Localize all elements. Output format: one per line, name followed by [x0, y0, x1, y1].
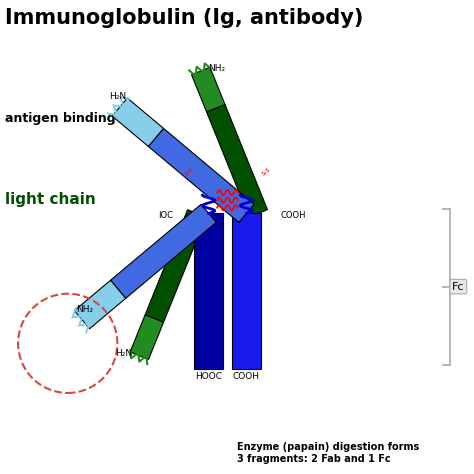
Polygon shape: [145, 210, 206, 322]
Text: NH₂: NH₂: [76, 305, 93, 314]
Bar: [232, 213, 261, 369]
Polygon shape: [112, 98, 164, 146]
Text: COOH: COOH: [281, 211, 307, 220]
Text: HOOC: HOOC: [195, 372, 222, 381]
Polygon shape: [130, 315, 164, 359]
Text: Fc: Fc: [452, 282, 465, 292]
Text: IOC: IOC: [159, 211, 173, 220]
Text: COOH: COOH: [233, 372, 260, 381]
Polygon shape: [191, 67, 225, 112]
Polygon shape: [110, 204, 216, 298]
Text: H₂N: H₂N: [115, 349, 132, 358]
Text: NH₂: NH₂: [208, 64, 225, 73]
Text: Immunoglobulin (Ig, antibody): Immunoglobulin (Ig, antibody): [5, 8, 364, 28]
Text: s-s: s-s: [183, 166, 194, 176]
Text: antigen binding site: antigen binding site: [5, 112, 146, 125]
Polygon shape: [74, 280, 126, 329]
Text: H₂N: H₂N: [109, 92, 126, 101]
Text: s-s: s-s: [261, 166, 272, 176]
Text: Enzyme (papain) digestion forms
3 fragments: 2 Fab and 1 Fc: Enzyme (papain) digestion forms 3 fragme…: [237, 442, 419, 464]
Polygon shape: [207, 104, 267, 217]
Polygon shape: [148, 128, 254, 222]
Text: light chain: light chain: [5, 191, 96, 207]
Bar: [194, 213, 223, 369]
